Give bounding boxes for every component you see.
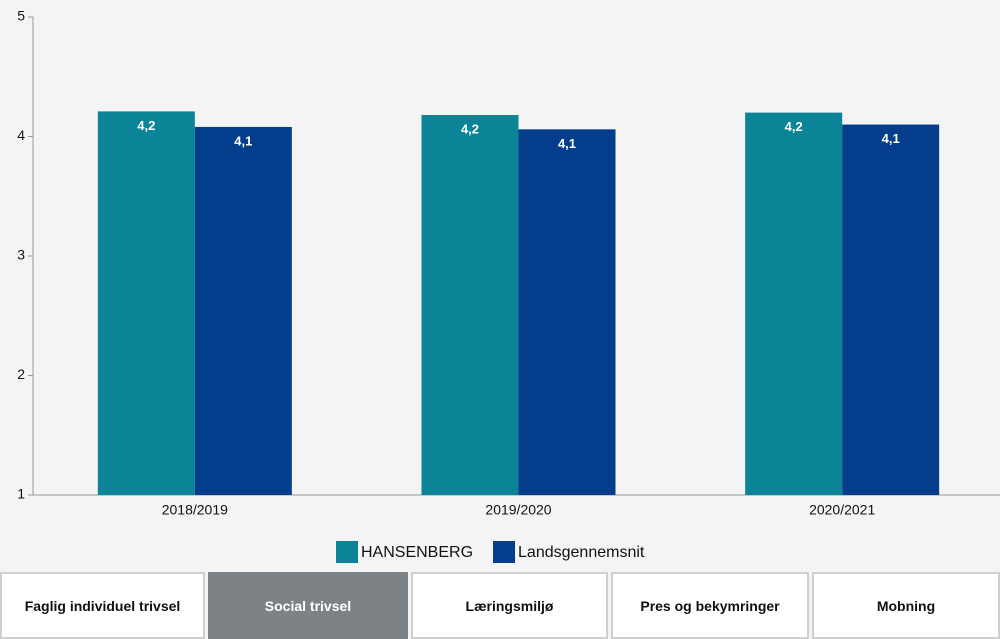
y-tick-label: 4 bbox=[17, 127, 25, 143]
tab-active[interactable]: Social trivsel bbox=[208, 572, 408, 639]
value-label: 4,1 bbox=[234, 133, 252, 148]
legend-swatch bbox=[493, 541, 516, 563]
value-label: 4,1 bbox=[882, 131, 900, 146]
tab[interactable]: Mobning bbox=[812, 572, 1000, 639]
x-tick-label: 2020/2021 bbox=[809, 502, 875, 518]
bar bbox=[518, 129, 616, 495]
y-tick-label: 5 bbox=[17, 8, 25, 24]
value-label: 4,2 bbox=[137, 118, 155, 133]
value-label: 4,1 bbox=[558, 136, 576, 151]
legend-label: HANSENBERG bbox=[361, 544, 473, 561]
bar bbox=[745, 112, 843, 495]
value-label: 4,2 bbox=[461, 121, 479, 136]
x-tick-label: 2019/2020 bbox=[485, 502, 551, 518]
tab[interactable]: Læringsmiljø bbox=[411, 572, 608, 639]
chart: 1 2 3 4 5 2018/2019 4,2 4,1 2019/2020 4,2 4,1 2020/… bbox=[17, 8, 1000, 563]
y-tick-label: 2 bbox=[17, 366, 25, 382]
tab[interactable]: Pres og bekymringer bbox=[611, 572, 809, 639]
tab-bar: Faglig individuel trivsel Social trivsel… bbox=[0, 572, 1000, 639]
y-tick-label: 1 bbox=[17, 486, 25, 502]
y-tick-label: 3 bbox=[17, 247, 25, 263]
bar bbox=[97, 111, 195, 495]
tab[interactable]: Faglig individuel trivsel bbox=[0, 572, 205, 639]
bar bbox=[421, 114, 519, 496]
value-label: 4,2 bbox=[785, 119, 803, 134]
legend-label: Landsgennemsnit bbox=[518, 544, 645, 561]
x-tick-label: 2018/2019 bbox=[162, 502, 228, 518]
bar bbox=[842, 124, 940, 496]
bar bbox=[194, 126, 292, 495]
legend-swatch bbox=[336, 541, 358, 563]
